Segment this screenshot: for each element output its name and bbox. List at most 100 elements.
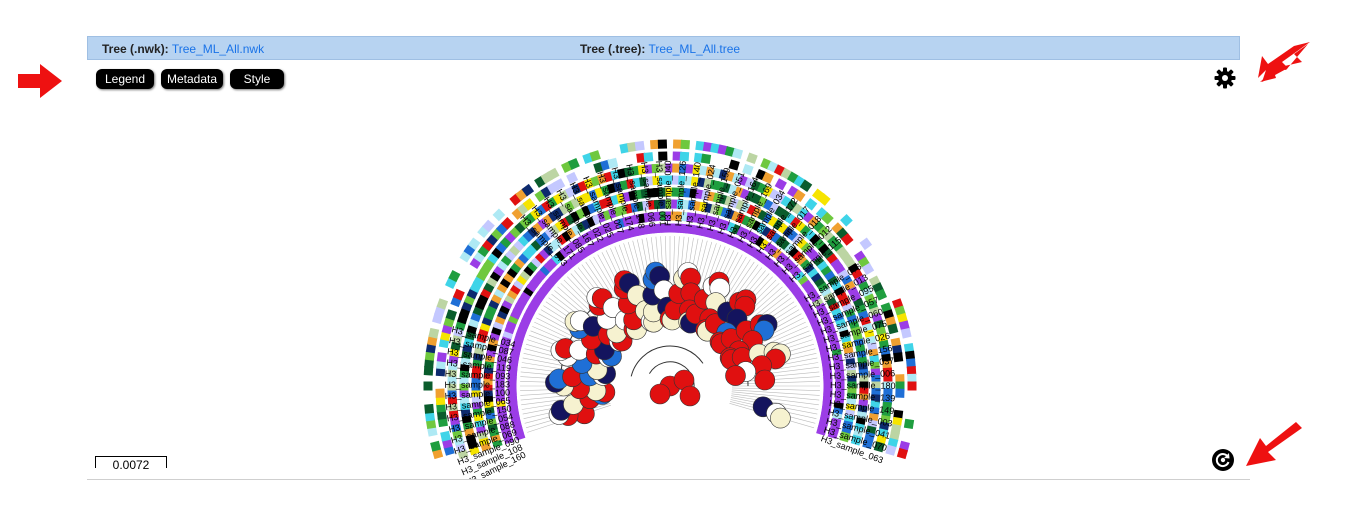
metadata-ring-cell bbox=[817, 193, 831, 206]
metadata-ring-cell bbox=[619, 143, 630, 154]
metadata-ring-cell bbox=[840, 213, 853, 227]
metadata-ring-cell bbox=[658, 151, 668, 161]
metadata-ring-cell bbox=[761, 171, 774, 184]
metadata-ring-cell bbox=[507, 381, 517, 391]
metadata-ring-cell bbox=[816, 424, 828, 436]
metadata-ring-cell bbox=[440, 430, 451, 442]
metadata-ring-cell bbox=[700, 153, 712, 164]
metadata-ring-cell bbox=[448, 270, 461, 283]
legend-button[interactable]: Legend bbox=[96, 69, 154, 89]
metadata-ring-cell bbox=[895, 374, 905, 384]
tree-branch bbox=[731, 395, 819, 410]
scale-bar-line bbox=[95, 456, 167, 468]
metadata-ring-cell bbox=[467, 237, 481, 251]
metadata-ring-cell bbox=[459, 381, 469, 391]
metadata-ring-cell bbox=[883, 381, 893, 391]
metadata-ring-cell bbox=[804, 197, 818, 211]
metadata-ring-cell bbox=[521, 183, 535, 197]
tree-branch bbox=[731, 391, 820, 401]
nwk-file-link[interactable]: Tree_ML_All.nwk bbox=[171, 42, 265, 56]
tip-label: H3_sample_139 bbox=[829, 389, 895, 403]
tree-file-link[interactable]: Tree_ML_All.tree bbox=[648, 42, 741, 56]
metadata-ring-cell bbox=[650, 139, 660, 150]
metadata-ring-cell bbox=[793, 189, 806, 203]
metadata-ring-cell bbox=[859, 381, 869, 391]
tip-label: H3_sample_006 bbox=[829, 368, 895, 381]
metadata-ring-cell bbox=[799, 179, 813, 193]
metadata-ring-cell bbox=[482, 219, 495, 233]
metadata-ring-cell bbox=[702, 141, 714, 153]
metadata-ring-cell bbox=[436, 359, 446, 370]
tip-node bbox=[725, 365, 746, 386]
tip-label: H3_sample_093 bbox=[445, 369, 511, 382]
tip-node bbox=[679, 385, 701, 407]
metadata-ring-cell bbox=[821, 211, 834, 225]
metadata-ring-cell bbox=[428, 327, 440, 339]
tip-node bbox=[754, 369, 776, 391]
metadata-ring-cell bbox=[427, 426, 438, 437]
metadata-ring-cell bbox=[483, 381, 493, 391]
red-arrow-icon bbox=[1258, 42, 1310, 82]
metadata-ring-cell bbox=[435, 388, 445, 398]
metadata-ring-cell bbox=[427, 335, 438, 346]
canvas-bottom-border bbox=[87, 479, 1250, 480]
metadata-ring-cell bbox=[850, 434, 862, 446]
nwk-label: Tree (.nwk): bbox=[102, 42, 169, 56]
metadata-ring-cell bbox=[840, 233, 854, 246]
tip-label: H3_sample_126 bbox=[673, 160, 688, 226]
metadata-ring-cell bbox=[589, 150, 601, 162]
metadata-ring-cell bbox=[907, 381, 917, 391]
metadata-ring-cell bbox=[423, 381, 433, 391]
metadata-ring-cell bbox=[728, 159, 740, 171]
tree-branch bbox=[731, 387, 820, 391]
refresh-icon[interactable] bbox=[1211, 448, 1235, 472]
metadata-ring-cell bbox=[626, 141, 638, 153]
metadata-ring-cell bbox=[871, 381, 881, 391]
style-button[interactable]: Style bbox=[230, 69, 284, 89]
scale-bar-value: 0.0072 bbox=[112, 458, 150, 472]
metadata-ring-cell bbox=[435, 366, 446, 377]
metadata-ring-cell bbox=[680, 139, 690, 150]
metadata-ring-cell bbox=[887, 323, 899, 335]
metadata-ring-cell bbox=[903, 418, 915, 430]
tip-node bbox=[649, 383, 671, 405]
metadata-button[interactable]: Metadata bbox=[161, 69, 223, 89]
metadata-ring-cell bbox=[430, 440, 442, 452]
metadata-ring-cell bbox=[553, 178, 566, 191]
metadata-ring-cell bbox=[425, 342, 437, 354]
tip-node bbox=[770, 407, 791, 429]
metadata-ring-cell bbox=[823, 381, 833, 391]
metadata-ring-cell bbox=[424, 350, 435, 361]
metadata-ring-cell bbox=[636, 152, 647, 163]
metadata-ring-cell bbox=[731, 148, 744, 160]
metadata-ring-cell bbox=[893, 352, 904, 363]
tree-branch bbox=[630, 345, 704, 377]
tip-label: H3_sample_001 bbox=[654, 160, 668, 226]
metadata-ring-cell bbox=[907, 373, 917, 384]
tip-label: H3_sample_183 bbox=[444, 379, 510, 390]
metadata-ring-cell bbox=[873, 441, 885, 453]
metadata-ring-cell bbox=[607, 157, 619, 169]
metadata-ring-cell bbox=[501, 217, 514, 230]
metadata-ring-cell bbox=[424, 403, 435, 414]
metadata-ring-cell bbox=[657, 139, 668, 149]
metadata-ring-cell bbox=[643, 152, 654, 162]
metadata-ring-cell bbox=[861, 262, 875, 276]
metadata-ring-cell bbox=[710, 143, 721, 154]
metadata-ring-cell bbox=[885, 444, 897, 456]
nwk-file-info: Tree (.nwk): Tree_ML_All.nwk bbox=[102, 42, 264, 56]
metadata-ring-cell bbox=[436, 352, 447, 363]
red-arrow-icon bbox=[18, 64, 62, 98]
metadata-ring-cell bbox=[679, 151, 690, 162]
metadata-ring-cell bbox=[835, 381, 845, 391]
tree-branch bbox=[731, 381, 820, 385]
circular-phylogenetic-tree[interactable]: H3_sample_160H3_sample_108H3_sample_090H… bbox=[340, 76, 1000, 479]
metadata-ring-cell bbox=[447, 381, 457, 391]
tree-file-info: Tree (.tree): Tree_ML_All.tree bbox=[580, 42, 740, 56]
metadata-ring-cell bbox=[436, 298, 449, 310]
gear-icon[interactable] bbox=[1213, 66, 1237, 90]
metadata-ring-cell bbox=[445, 309, 457, 321]
metadata-ring-cell bbox=[903, 342, 915, 354]
metadata-ring-cell bbox=[746, 152, 758, 165]
metadata-ring-cell bbox=[436, 409, 447, 420]
